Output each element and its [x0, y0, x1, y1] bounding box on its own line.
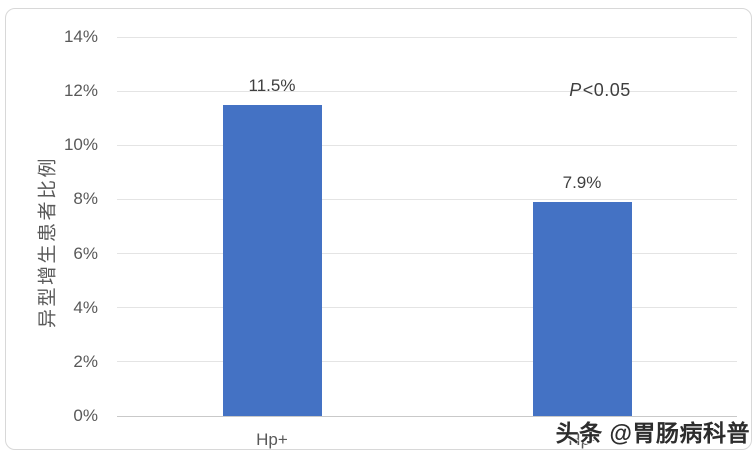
- x-category-label: Hp-: [568, 430, 596, 449]
- y-tick-label: 6%: [73, 243, 98, 263]
- gridline: [117, 90, 737, 92]
- y-tick-label: 14%: [63, 27, 98, 46]
- bar-Hp+: [222, 104, 322, 416]
- y-tick-label: 2%: [73, 351, 98, 371]
- y-tick-label: 10%: [63, 135, 98, 155]
- y-tick-label: 4%: [73, 297, 98, 317]
- p-value-symbol: P: [569, 80, 582, 100]
- bar-value-label: 7.9%: [562, 173, 602, 193]
- y-tick-label: 0%: [73, 406, 98, 425]
- x-category-label: Hp+: [256, 430, 288, 449]
- x-axis-line: [117, 415, 737, 417]
- watermark: 头条 @胃肠病科普: [555, 420, 750, 446]
- bar-Hp-: [532, 202, 632, 416]
- gridline: [117, 307, 737, 309]
- chart-card: [5, 8, 752, 450]
- gridline: [117, 198, 737, 200]
- y-tick-label: 8%: [73, 189, 98, 209]
- p-value-annotation: P<0.05: [520, 80, 680, 101]
- y-tick-label: 12%: [63, 81, 98, 101]
- bar-value-label: 11.5%: [248, 75, 296, 95]
- gridline: [117, 361, 737, 363]
- gridline: [117, 36, 737, 38]
- gridline: [117, 253, 737, 255]
- gridline: [117, 144, 737, 146]
- p-value-threshold: <0.05: [582, 80, 631, 100]
